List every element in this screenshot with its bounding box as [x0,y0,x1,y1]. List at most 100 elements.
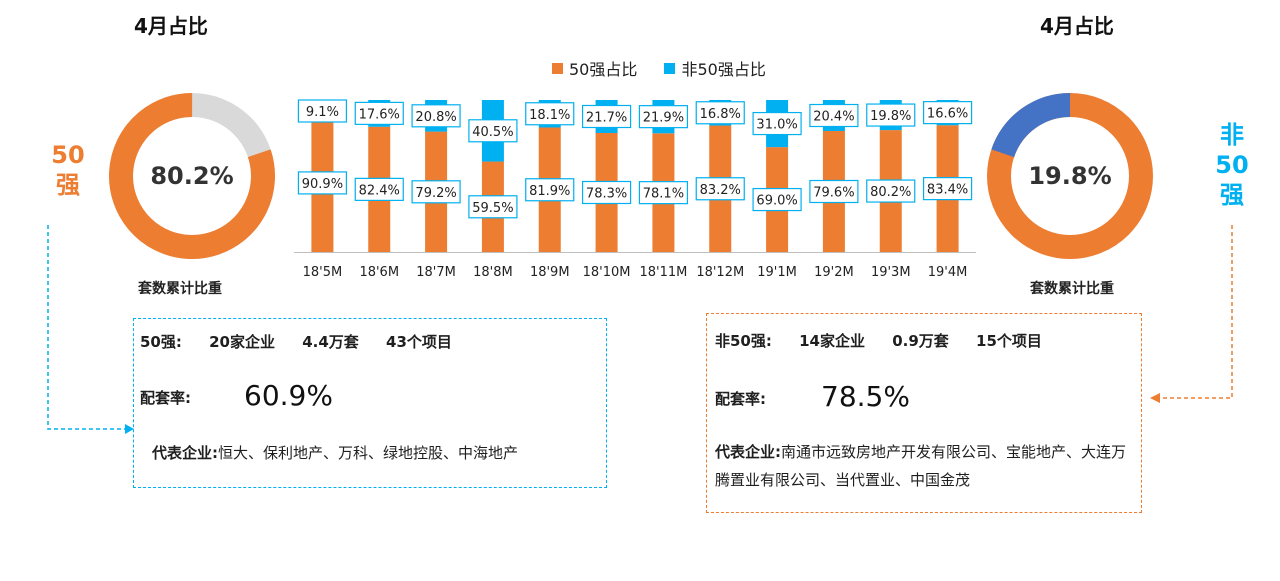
right-side-label: 非 50 强 [1212,120,1252,210]
left-rep-label: 代表企业: [152,444,218,462]
legend-swatch-non-top50 [664,62,676,74]
right-donut-share [987,93,1153,259]
left-side-label-line2: 强 [56,171,80,199]
right-donut-center-value: 19.8% [1028,162,1111,190]
data-label-top50-box [468,195,518,219]
data-label-non-top50-box [354,101,404,125]
data-label-non-top50-box [809,103,859,128]
left-donut: 80.2% [109,93,275,259]
x-tick-label: 18'7M [416,265,456,280]
legend-item-non-top50: 非50强占比 [664,56,766,80]
x-tick-label: 18'8M [473,265,513,280]
data-label-top50: 69.0% [756,194,797,209]
data-label-top50: 78.1% [643,187,684,202]
right-rate-value: 78.5% [821,380,910,413]
x-tick-label: 19'3M [871,265,911,280]
data-label-non-top50-box [695,101,745,125]
data-label-non-top50: 20.8% [415,110,456,125]
left-info-companies: 20家企业 [209,333,275,351]
x-tick-label: 19'2M [814,265,854,280]
right-info-companies: 14家企业 [799,332,865,350]
data-label-top50-box [581,180,632,205]
left-donut-caption: 套数累计比重 [138,281,222,297]
data-label-non-top50: 40.5% [472,125,513,140]
right-info-projects: 15个项目 [976,332,1042,350]
data-label-top50-box [695,177,745,201]
data-label-top50: 80.2% [870,185,911,200]
left-donut-center-value: 80.2% [150,162,233,190]
data-label-non-top50-box [581,104,632,129]
data-label-top50: 79.2% [415,186,456,201]
data-label-non-top50: 20.4% [813,110,854,125]
left-info-projects: 43个项目 [386,333,452,351]
right-info-name: 非50强: [715,332,772,350]
right-rep-label: 代表企业: [715,443,781,461]
data-label-non-top50-box [638,105,689,129]
left-side-label-line1: 50 [51,141,85,169]
data-label-non-top50-box [752,111,802,136]
right-donut-title: 4月占比 [1040,14,1114,38]
data-label-top50-box [866,179,916,203]
data-label-non-top50: 21.7% [586,110,627,125]
x-tick-label: 18'5M [303,265,343,280]
chart-legend: 50强占比 非50强占比 [552,56,788,80]
left-info-head: 50强: 20家企业 4.4万套 43个项目 [140,331,474,352]
right-info-units: 0.9万套 [892,332,949,350]
right-info-box: 非50强: 14家企业 0.9万套 15个项目 配套率: 78.5% 代表企业:… [706,313,1142,513]
data-label-top50-box [411,180,461,204]
data-label-top50-box [752,187,802,212]
data-label-non-top50: 18.1% [529,108,570,123]
x-tick-label: 18'11M [639,265,687,280]
x-tick-label: 18'9M [530,265,570,280]
data-label-non-top50: 16.8% [700,107,741,122]
data-label-non-top50: 19.8% [870,109,911,124]
left-connector-arrow-icon [125,424,134,434]
left-info-box: 50强: 20家企业 4.4万套 43个项目 配套率: 60.9% 代表企业:恒… [133,318,607,488]
data-label-top50: 78.3% [586,186,627,201]
left-connector [47,225,134,434]
data-label-non-top50-box [297,99,348,123]
data-label-top50: 82.4% [359,183,400,198]
x-tick-label: 18'10M [583,265,631,280]
left-info-units: 4.4万套 [302,333,359,351]
data-label-top50-box [922,177,973,201]
right-rep-text: 南通市远致房地产开发有限公司、宝能地产、大连万腾置业有限公司、当代置业、中国金茂 [715,443,1127,489]
stacked-bar-chart: 9.1% 90.9% 18'5M 17.6% 82.4% 18'6M 20.8% 79.2% 1… [294,99,976,280]
left-rep: 代表企业:恒大、保利地产、万科、绿地控股、中海地产 [152,439,602,467]
legend-item-top50: 50强占比 [552,56,637,80]
right-side-label-line2: 50 [1215,151,1249,179]
left-info-name: 50强: [140,333,182,351]
data-label-top50-box [638,181,689,205]
data-label-top50: 79.6% [813,186,854,201]
data-label-non-top50-box [468,119,518,143]
data-label-non-top50-box [922,101,973,125]
right-connector [1150,225,1233,403]
legend-label-non-top50: 非50强占比 [681,60,766,79]
left-rate-value: 60.9% [244,379,333,412]
right-connector-arrow-icon [1150,393,1160,403]
legend-label-top50: 50强占比 [569,60,638,79]
data-label-top50-box [297,171,348,195]
right-info-head: 非50强: 14家企业 0.9万套 15个项目 [715,330,1064,351]
data-label-top50-box [525,178,575,202]
data-label-top50: 81.9% [529,184,570,199]
data-label-non-top50: 21.9% [643,111,684,126]
data-label-non-top50-box [525,102,575,126]
left-donut-share [109,93,275,259]
data-label-top50: 83.4% [927,183,968,198]
data-label-non-top50-box [411,104,461,128]
left-rep-text: 恒大、保利地产、万科、绿地控股、中海地产 [218,444,519,462]
data-label-non-top50: 31.0% [756,118,797,133]
data-label-non-top50: 16.6% [927,107,968,122]
x-tick-label: 18'12M [696,265,744,280]
data-label-non-top50: 9.1% [306,105,339,120]
left-connector-line [47,225,126,430]
x-tick-label: 19'4M [928,265,968,280]
data-label-top50: 59.5% [472,201,513,216]
data-label-top50-box [809,179,859,204]
legend-swatch-top50 [552,62,563,74]
data-label-top50: 90.9% [302,177,343,192]
left-side-label: 50 强 [50,140,86,200]
right-connector-line [1160,225,1233,399]
data-label-top50: 83.2% [700,183,741,198]
